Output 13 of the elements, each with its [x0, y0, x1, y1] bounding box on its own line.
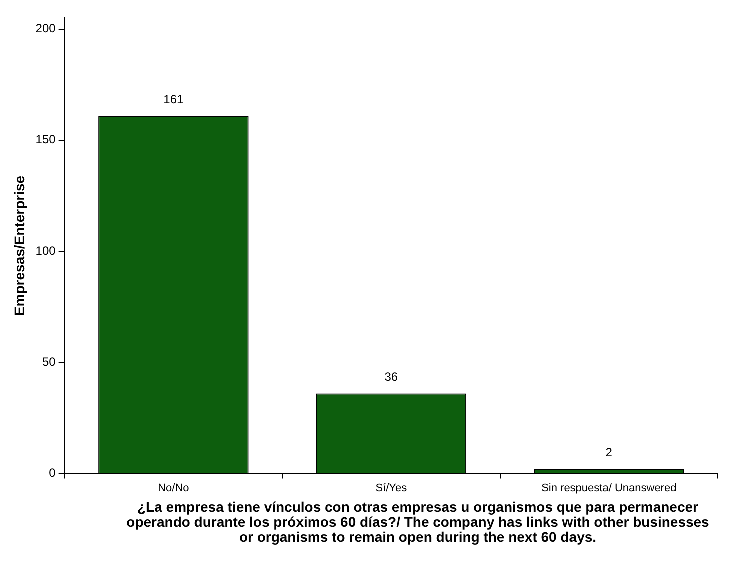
- y-axis-title: Empresas/Enterprise: [11, 176, 28, 316]
- data-label: 161: [164, 92, 184, 106]
- data-label: 36: [384, 370, 398, 384]
- data-label: 2: [606, 446, 613, 460]
- x-axis-title: ¿La empresa tiene vínculos con otras empresas u organismos que para permanecer operando durante los próximos 60 días?/ The company has links with other businesses or organisms to remain open during the next 60 days.: [126, 499, 710, 545]
- x-tick-label: Sí/Yes: [376, 482, 408, 494]
- x-tick-label: Sin respuesta/ Unanswered: [542, 482, 677, 494]
- y-tick-label: 150: [36, 132, 56, 147]
- y-tick-label: 100: [36, 244, 56, 258]
- y-tick-label: 200: [36, 22, 56, 36]
- x-tick-label: No/No: [158, 482, 190, 494]
- y-tick-label: 0: [49, 466, 56, 480]
- y-tick-label: 50: [42, 354, 56, 369]
